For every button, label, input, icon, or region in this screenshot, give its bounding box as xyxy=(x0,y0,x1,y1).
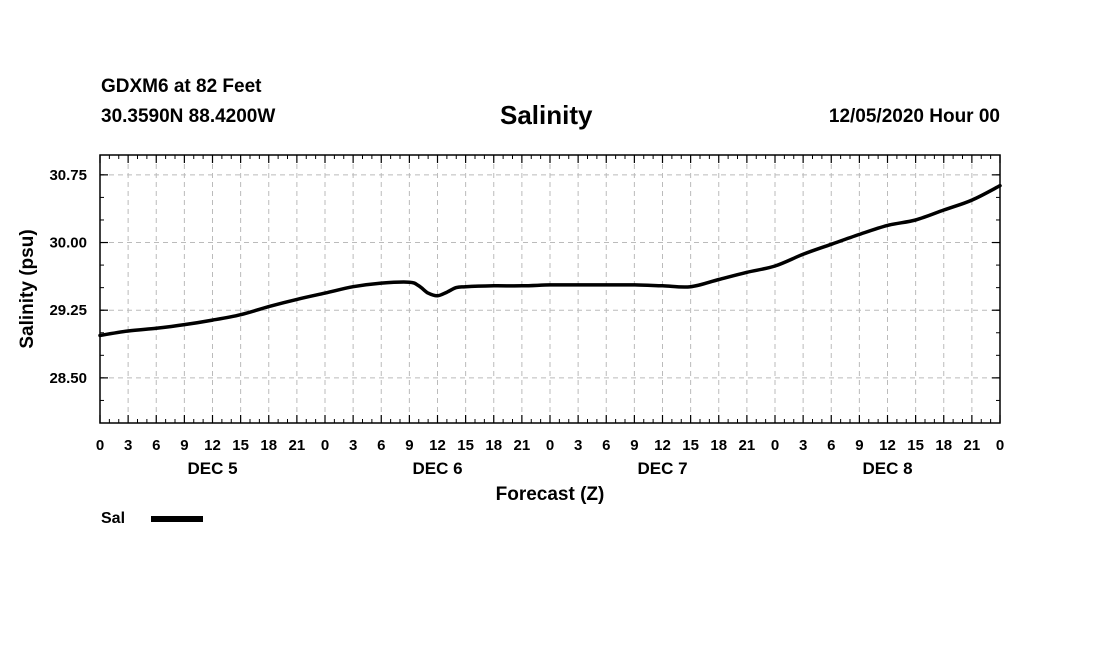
x-tick-label: 15 xyxy=(232,437,249,454)
day-label: DEC 5 xyxy=(187,459,237,478)
x-tick-label: 15 xyxy=(682,437,699,454)
day-label: DEC 6 xyxy=(412,459,462,478)
forecast-timestamp: 12/05/2020 Hour 00 xyxy=(828,106,1000,127)
x-tick-label: 18 xyxy=(260,437,277,454)
x-tick-label: 21 xyxy=(289,437,306,454)
legend-swatch xyxy=(151,516,204,522)
x-tick-label: 9 xyxy=(630,437,638,454)
y-tick-label: 30.75 xyxy=(49,167,87,184)
coordinates-label: 30.3590N 88.4200W xyxy=(101,106,276,127)
legend-label: Sal xyxy=(101,510,126,527)
day-label: DEC 7 xyxy=(637,459,687,478)
x-tick-label: 6 xyxy=(602,437,610,454)
x-tick-label: 3 xyxy=(799,437,807,454)
y-tick-label: 28.50 xyxy=(49,370,87,387)
x-tick-label: 12 xyxy=(879,437,896,454)
x-tick-label: 0 xyxy=(996,437,1004,454)
x-tick-label: 6 xyxy=(152,437,160,454)
x-tick-label: 0 xyxy=(96,437,104,454)
series-line-sal xyxy=(98,183,1002,338)
x-tick-label: 18 xyxy=(485,437,502,454)
x-axis-label: Forecast (Z) xyxy=(496,484,605,505)
y-tick-label: 29.25 xyxy=(49,302,87,319)
x-tick-label: 9 xyxy=(855,437,863,454)
plot-frame xyxy=(99,154,1001,424)
x-tick-label: 18 xyxy=(935,437,952,454)
x-tick-label: 6 xyxy=(377,437,385,454)
x-tick-label: 3 xyxy=(124,437,132,454)
x-tick-label: 3 xyxy=(349,437,357,454)
y-axis-label: Salinity (psu) xyxy=(17,229,38,348)
chart-title: Salinity xyxy=(500,100,593,130)
x-tick-label: 15 xyxy=(457,437,474,454)
day-label: DEC 8 xyxy=(862,459,912,478)
x-tick-label: 18 xyxy=(710,437,727,454)
x-tick-label: 21 xyxy=(514,437,531,454)
x-tick-label: 9 xyxy=(180,437,188,454)
grid-lines xyxy=(100,155,1000,423)
x-tick-label: 12 xyxy=(204,437,221,454)
x-tick-label: 21 xyxy=(964,437,981,454)
legend: Sal xyxy=(101,510,204,528)
station-label: GDXM6 at 82 Feet xyxy=(101,76,262,97)
y-axis-ticks: 28.50 29.25 30.00 30.75 xyxy=(49,167,1000,424)
x-tick-label: 12 xyxy=(654,437,671,454)
x-tick-label: 9 xyxy=(405,437,413,454)
x-axis-ticks: 0 3 6 9 12 15 18 21 0 3 6 9 12 15 18 21 0 3 6 9 12 15 18 21 0 3 6 9… xyxy=(96,155,1004,478)
x-tick-label: 12 xyxy=(429,437,446,454)
x-tick-label: 6 xyxy=(827,437,835,454)
x-tick-label: 15 xyxy=(907,437,924,454)
y-tick-label: 30.00 xyxy=(49,235,87,252)
x-tick-label: 0 xyxy=(771,437,779,454)
x-tick-label: 0 xyxy=(321,437,329,454)
x-tick-label: 0 xyxy=(546,437,554,454)
x-tick-label: 21 xyxy=(739,437,756,454)
x-tick-label: 3 xyxy=(574,437,582,454)
